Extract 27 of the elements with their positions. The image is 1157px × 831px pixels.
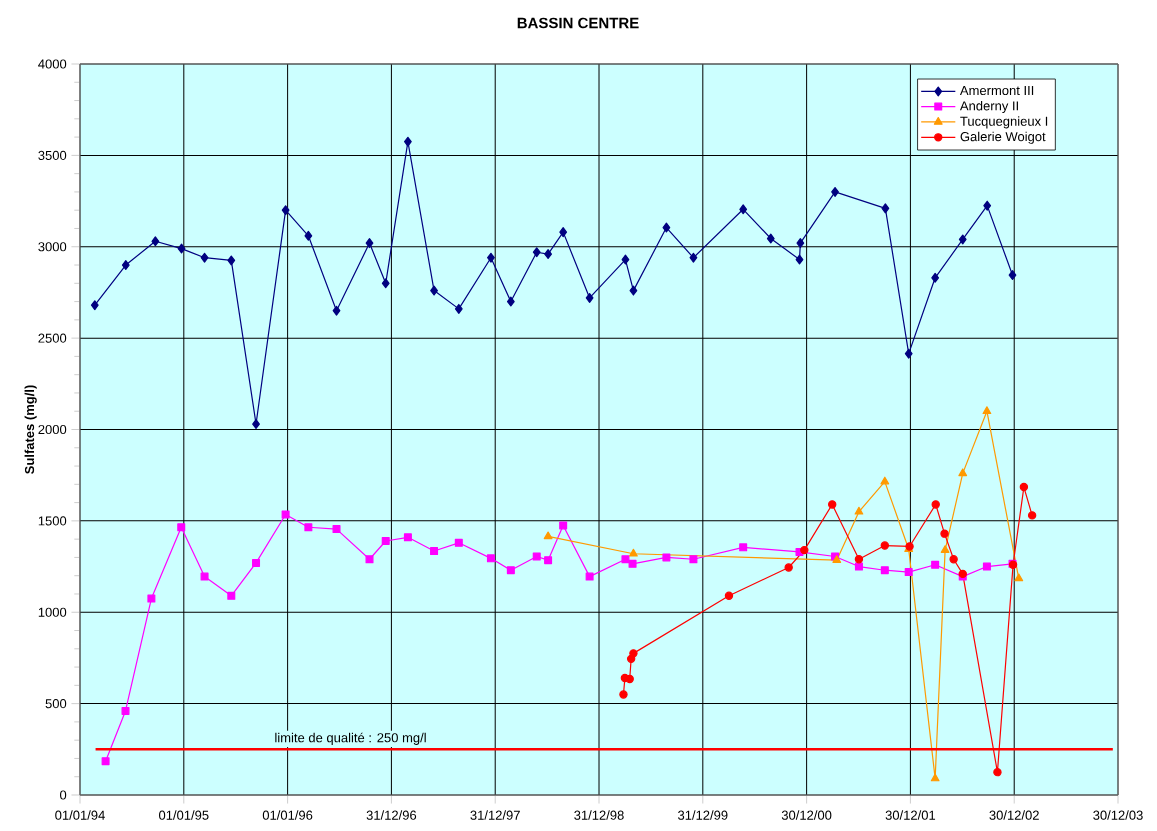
y-tick-label: 1000 [38,607,67,617]
y-tick-label: 2000 [38,424,67,435]
x-tick-label: 30/12/00 [781,810,832,820]
x-tick-label: 31/12/98 [574,810,624,820]
legend-label: Anderny II [959,100,1018,114]
x-tick-label: 30/12/02 [989,810,1039,820]
ref-line-label: limite de qualité : 250 mg/l [275,732,426,745]
y-tick-label: 500 [45,699,67,709]
y-tick-label: 3500 [38,150,67,160]
chart-title: BASSIN CENTRE [517,17,639,29]
legend-label: Galerie Woigot [960,131,1046,144]
y-tick-label: 3000 [38,242,67,252]
legend-label: Amermont III [959,86,1034,96]
y-tick-label: 0 [60,790,67,800]
legend-label: Tucquegnieux I [960,116,1048,129]
y-axis-title: Sulfates (mg/l) [24,385,37,474]
x-tick-label: 31/12/97 [470,810,520,820]
x-tick-label: 01/01/95 [159,810,209,820]
x-tick-label: 01/01/94 [55,810,105,820]
x-tick-label: 31/12/99 [678,810,728,820]
y-tick-label: 1500 [38,516,67,526]
x-tick-label: 30/12/03 [1093,810,1143,820]
y-tick-label: 2500 [38,333,67,343]
x-tick-label: 31/12/96 [366,810,417,820]
y-tick-label: 4000 [38,59,67,69]
x-tick-label: 30/12/01 [885,810,936,820]
x-tick-label: 01/01/96 [262,810,313,820]
